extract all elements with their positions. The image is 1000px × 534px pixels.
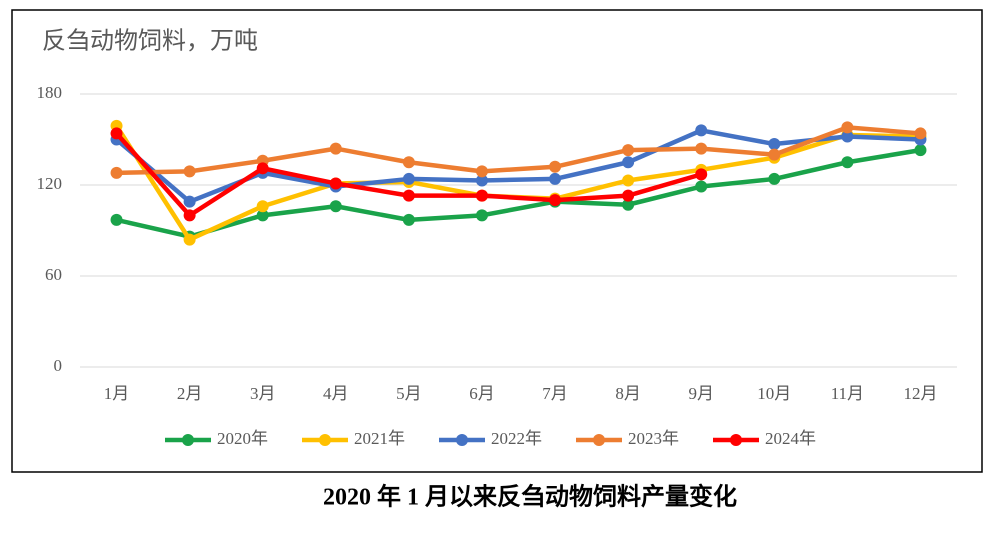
data-point — [695, 168, 708, 181]
x-tick-label: 1月 — [104, 384, 130, 403]
data-point — [110, 127, 123, 140]
y-tick-label: 60 — [45, 265, 62, 284]
data-point — [841, 156, 854, 169]
legend-label: 2020年 — [217, 429, 268, 448]
legend-marker — [593, 434, 605, 446]
data-point — [256, 200, 269, 213]
legend-marker — [182, 434, 194, 446]
data-point — [622, 144, 635, 157]
data-point — [768, 148, 781, 161]
x-tick-label: 11月 — [831, 384, 864, 403]
legend-label: 2022年 — [491, 429, 542, 448]
x-tick-label: 3月 — [250, 384, 276, 403]
y-tick-label: 120 — [37, 174, 63, 193]
data-point — [329, 177, 342, 190]
series-line — [116, 147, 921, 239]
x-tick-label: 10月 — [757, 384, 791, 403]
data-point — [402, 189, 415, 202]
data-point — [475, 209, 488, 222]
data-point — [622, 174, 635, 187]
chart-frame — [11, 9, 983, 473]
data-point — [183, 209, 196, 222]
data-point — [329, 200, 342, 213]
legend-label: 2021年 — [354, 429, 405, 448]
legend-label: 2023年 — [628, 429, 679, 448]
x-tick-label: 5月 — [396, 384, 422, 403]
data-point — [183, 195, 196, 208]
data-point — [402, 213, 415, 226]
x-tick-label: 6月 — [469, 384, 495, 403]
caption: 2020 年 1 月以来反刍动物饲料产量变化 — [323, 483, 737, 511]
x-tick-label: 8月 — [615, 384, 641, 403]
legend-marker — [319, 434, 331, 446]
data-point — [768, 138, 781, 151]
data-point — [695, 124, 708, 137]
data-point — [549, 194, 562, 207]
data-point — [110, 213, 123, 226]
data-point — [183, 233, 196, 246]
legend-label: 2024年 — [765, 429, 816, 448]
data-point — [841, 121, 854, 134]
data-point — [549, 160, 562, 173]
chart-title: 反刍动物饲料，万吨 — [42, 28, 258, 55]
data-point — [695, 180, 708, 193]
data-point — [475, 165, 488, 178]
data-point — [256, 209, 269, 222]
data-point — [329, 142, 342, 155]
data-point — [841, 130, 854, 143]
x-tick-label: 7月 — [542, 384, 568, 403]
data-point — [549, 172, 562, 185]
data-point — [914, 144, 927, 157]
legend-marker — [456, 434, 468, 446]
data-point — [475, 189, 488, 202]
x-tick-label: 4月 — [323, 384, 349, 403]
data-point — [402, 172, 415, 185]
data-point — [110, 166, 123, 179]
data-point — [475, 174, 488, 187]
data-point — [695, 142, 708, 155]
data-point — [768, 172, 781, 185]
x-tick-label: 12月 — [903, 384, 937, 403]
data-point — [622, 189, 635, 202]
data-point — [183, 165, 196, 178]
y-tick-label: 180 — [37, 83, 63, 102]
y-tick-label: 0 — [54, 356, 63, 375]
x-tick-label: 2月 — [177, 384, 203, 403]
x-tick-label: 9月 — [688, 384, 714, 403]
data-point — [256, 162, 269, 175]
legend-marker — [730, 434, 742, 446]
series-line — [116, 125, 921, 176]
data-point — [402, 156, 415, 169]
data-point — [622, 156, 635, 169]
data-point — [622, 198, 635, 211]
data-point — [914, 127, 927, 140]
